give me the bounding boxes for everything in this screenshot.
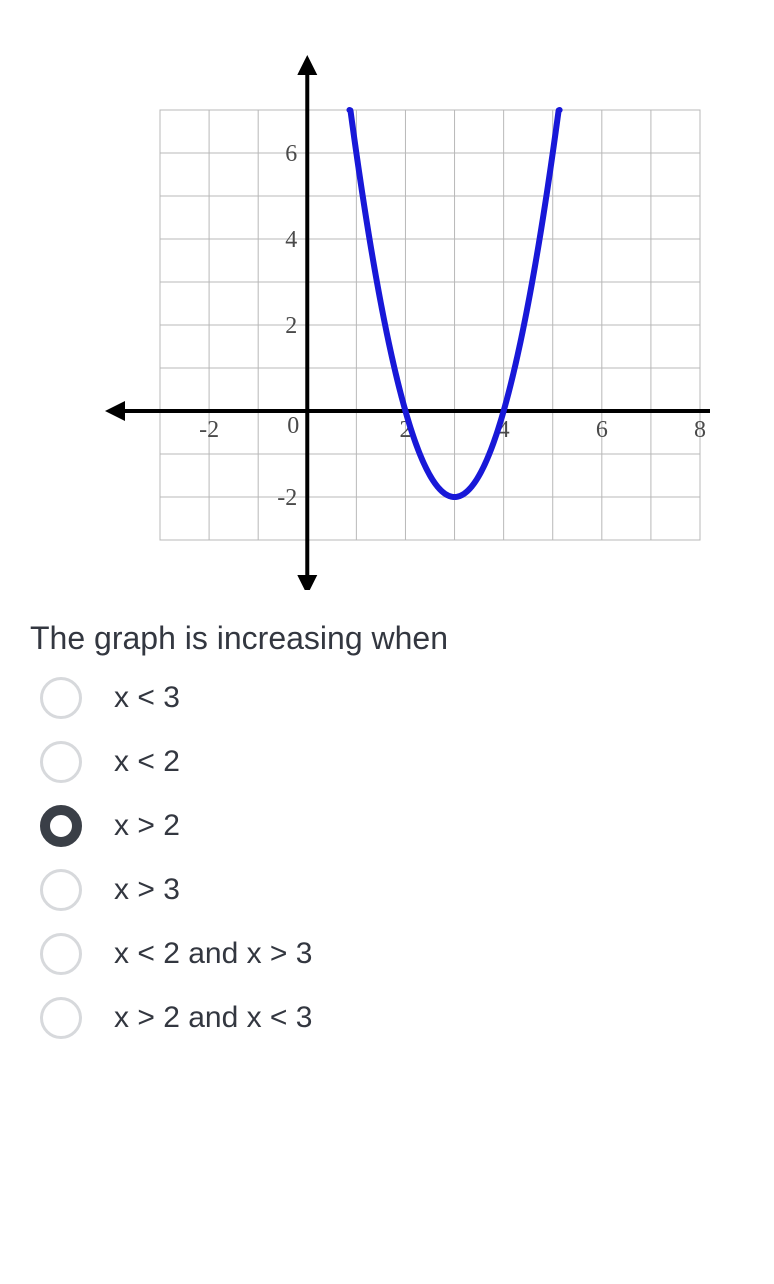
option-label: x < 2 — [114, 745, 180, 779]
svg-text:0: 0 — [287, 413, 299, 439]
option-label: x > 3 — [114, 873, 180, 907]
svg-text:6: 6 — [596, 417, 608, 443]
svg-text:-2: -2 — [277, 485, 297, 511]
svg-text:8: 8 — [694, 417, 706, 443]
radio-icon[interactable] — [40, 933, 82, 975]
option-label: x > 2 and x < 3 — [114, 1001, 312, 1035]
svg-text:4: 4 — [285, 227, 297, 253]
answer-option[interactable]: x > 2 and x < 3 — [40, 997, 744, 1039]
option-label: x < 3 — [114, 681, 180, 715]
radio-icon[interactable] — [40, 741, 82, 783]
answer-options: x < 3 x < 2 x > 2 x > 3 x < 2 and x > 3 x > 2… — [40, 677, 744, 1039]
answer-option[interactable]: x > 2 — [40, 805, 744, 847]
radio-icon[interactable] — [40, 997, 82, 1039]
chart-container: -202468-2246 — [90, 30, 710, 590]
parabola-chart: -202468-2246 — [90, 30, 710, 590]
answer-option[interactable]: x < 2 and x > 3 — [40, 933, 744, 975]
answer-option[interactable]: x < 3 — [40, 677, 744, 719]
answer-option[interactable]: x < 2 — [40, 741, 744, 783]
question-text: The graph is increasing when — [30, 620, 744, 657]
svg-text:2: 2 — [285, 313, 297, 339]
option-label: x < 2 and x > 3 — [114, 937, 312, 971]
radio-icon[interactable] — [40, 869, 82, 911]
svg-text:6: 6 — [285, 141, 297, 167]
radio-icon[interactable] — [40, 805, 82, 847]
option-label: x > 2 — [114, 809, 180, 843]
answer-option[interactable]: x > 3 — [40, 869, 744, 911]
radio-icon[interactable] — [40, 677, 82, 719]
svg-text:-2: -2 — [199, 417, 219, 443]
